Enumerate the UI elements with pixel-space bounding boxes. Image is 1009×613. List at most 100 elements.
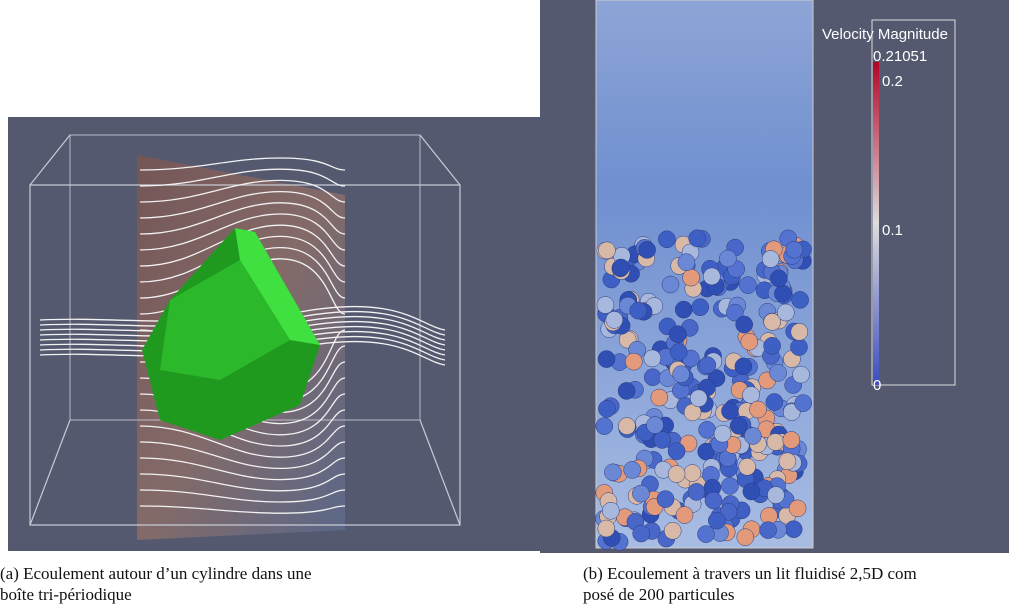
particle: [661, 275, 680, 294]
particle: [638, 241, 656, 259]
particle: [708, 511, 726, 530]
particle: [602, 502, 620, 520]
particle: [617, 382, 636, 400]
particle: [682, 268, 700, 287]
caption-line: (a) Ecoulement autour d’un cylindre dans…: [0, 564, 312, 583]
particle: [597, 350, 616, 368]
particle: [744, 427, 762, 445]
caption-line: posé de 200 particules: [583, 585, 735, 604]
particle: [618, 417, 636, 435]
particle: [721, 477, 739, 495]
streamline: [139, 168, 346, 187]
streamline: [139, 441, 346, 470]
particle: [632, 524, 650, 543]
particle: [790, 323, 809, 341]
particle: [677, 253, 696, 271]
particle: [697, 525, 715, 543]
particle: [669, 325, 687, 343]
particle: [721, 402, 739, 420]
streamline: [139, 425, 346, 458]
particle: [766, 433, 785, 451]
particle: [687, 483, 706, 501]
right-panel: Velocity Magnitude 0.21051 0.2 0.1 0 (b)…: [540, 0, 1009, 604]
particle: [688, 229, 706, 248]
particle: [767, 486, 785, 504]
streamline: [139, 473, 346, 492]
particle: [704, 491, 723, 510]
particle: [763, 337, 781, 355]
particle: [769, 364, 787, 382]
streamline: [139, 489, 346, 503]
particle: [598, 241, 616, 260]
cylinder-side: [160, 260, 290, 380]
particle: [726, 303, 744, 322]
particle: [749, 400, 767, 419]
particle: [595, 417, 614, 435]
particle: [734, 357, 753, 376]
particle: [604, 463, 622, 482]
particle: [675, 506, 694, 524]
particle: [625, 352, 643, 371]
particle: [719, 503, 738, 521]
streamline: [139, 505, 346, 514]
particle: [792, 365, 810, 384]
particle: [713, 424, 732, 443]
particle: [643, 368, 662, 386]
particle: [667, 442, 686, 460]
colorbar-label: 0.1: [882, 222, 903, 239]
streamline: [139, 179, 346, 203]
particle: [605, 311, 624, 329]
particle: [740, 332, 759, 351]
particle: [653, 431, 671, 449]
particle: [623, 461, 641, 479]
particle: [596, 296, 615, 314]
left-panel: (a) Ecoulement autour d’un cylindre dans…: [0, 117, 540, 604]
particle: [632, 484, 650, 503]
particle: [689, 389, 708, 408]
particle: [765, 393, 784, 411]
particle: [698, 356, 717, 374]
particle: [672, 365, 690, 383]
particle: [774, 284, 792, 303]
colorbar-label: 0.2: [882, 73, 903, 90]
particle: [763, 313, 781, 331]
particle: [663, 522, 682, 540]
particle: [788, 499, 807, 518]
particle: [719, 249, 737, 268]
colorbar: [873, 62, 879, 385]
particle: [667, 465, 686, 483]
particle: [784, 520, 803, 538]
particle: [629, 301, 648, 320]
colorbar-max: 0.21051: [873, 48, 927, 65]
particle: [674, 300, 693, 319]
particle: [791, 291, 809, 309]
colorbar-label: 0: [873, 377, 881, 394]
particle: [759, 521, 777, 539]
streamline: [139, 213, 346, 251]
particle: [729, 417, 748, 435]
particles: [595, 229, 812, 551]
caption-line: (b) Ecoulement à travers un lit fluidisé…: [583, 564, 917, 583]
particle: [643, 349, 662, 368]
particle: [778, 452, 797, 471]
colorbar-frame: [871, 19, 956, 386]
streamline: [139, 202, 346, 235]
particle: [742, 386, 760, 404]
particle: [739, 276, 757, 294]
particle: [703, 267, 721, 286]
particle: [770, 269, 788, 288]
particle: [597, 519, 616, 538]
streamline: [139, 190, 346, 219]
particle: [612, 258, 630, 277]
particle: [658, 230, 676, 249]
particle: [790, 338, 808, 356]
particle: [794, 394, 812, 412]
particle: [742, 482, 761, 501]
particle: [656, 490, 675, 508]
cylinder-face: [235, 228, 320, 345]
particle: [735, 315, 753, 334]
particle: [670, 343, 688, 361]
streamline: [139, 457, 346, 481]
colorbar-title: Velocity Magnitude: [822, 26, 948, 43]
